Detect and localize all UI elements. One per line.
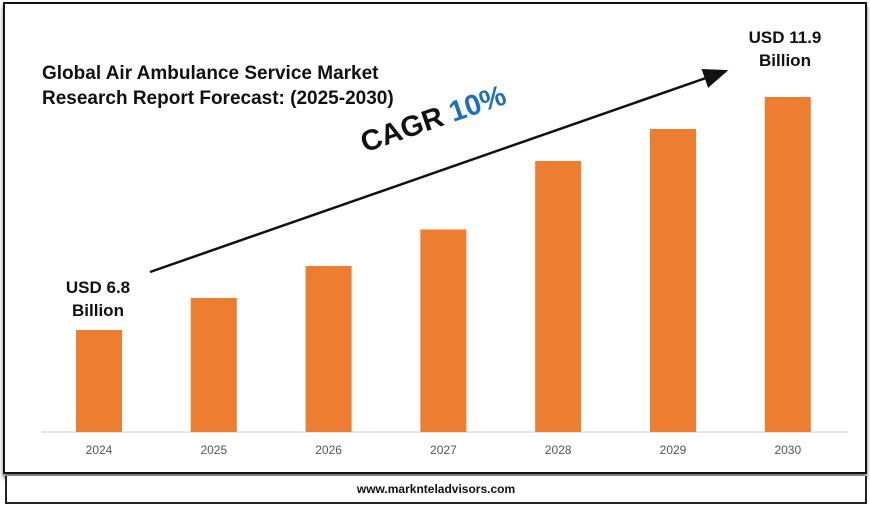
bar-2028	[535, 160, 582, 432]
bar-2027	[420, 229, 467, 432]
x-tick-label: 2026	[315, 443, 342, 457]
bar-2024	[76, 330, 122, 432]
x-tick-label: 2025	[200, 443, 227, 457]
bar-2030	[764, 97, 811, 432]
x-tick-label: 2030	[774, 443, 801, 457]
x-tick-label: 2027	[430, 443, 457, 457]
end-value-label: USD 11.9 Billion	[748, 28, 822, 70]
bar-2026	[305, 266, 352, 432]
x-tick-label: 2029	[660, 443, 687, 457]
footer-website: www.marknteladvisors.com	[5, 476, 867, 504]
x-tick-label: 2028	[545, 443, 572, 457]
x-tick-label: 2024	[86, 443, 113, 457]
chart-title: Global Air Ambulance Service Market Rese…	[42, 63, 394, 109]
start-value-label: USD 6.8 Billion	[65, 278, 131, 320]
growth-arrow	[149, 68, 729, 274]
bar-chart: 2024 2025 2026 2027 2028 2029 2030	[42, 68, 848, 457]
bar-2029	[650, 128, 696, 432]
bar-2025	[190, 298, 237, 432]
